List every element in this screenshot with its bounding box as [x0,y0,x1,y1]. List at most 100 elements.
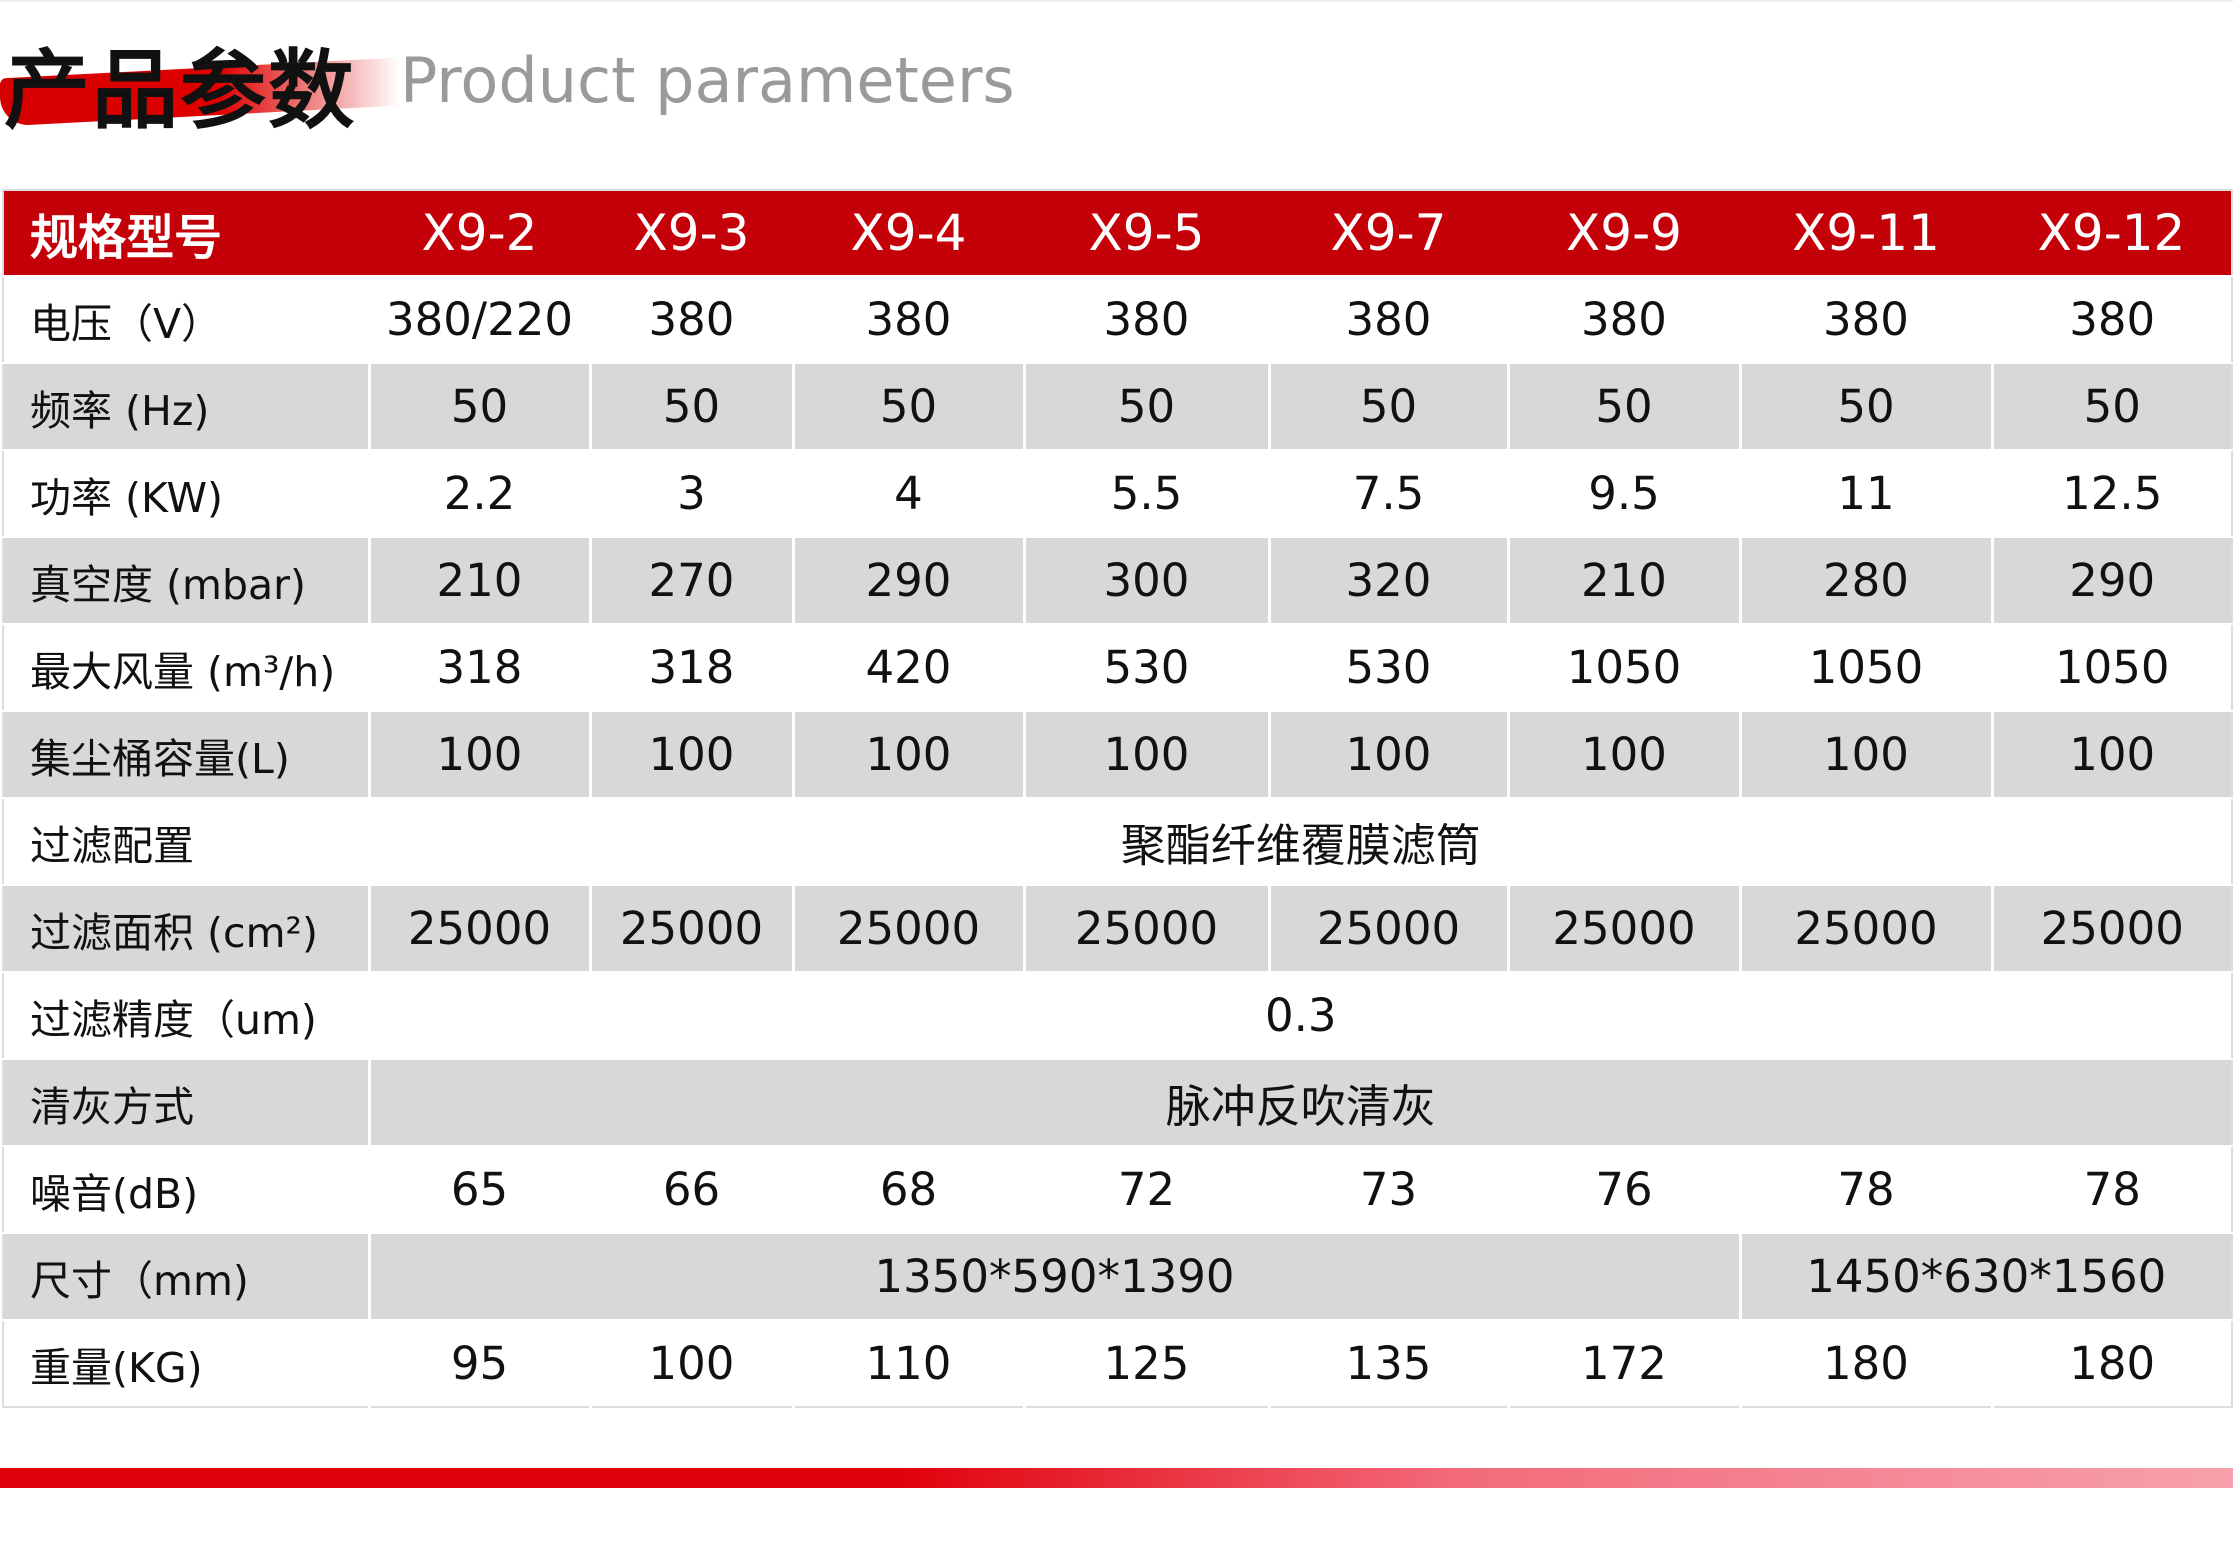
cell: 380 [588,275,793,363]
column-header: X9-5 [1024,190,1269,276]
cell: 1050 [1738,623,1992,711]
cell: 210 [1506,536,1740,624]
row-label: 功率 (KW) [3,449,369,537]
cell: 100 [791,710,1024,798]
cell: 7.5 [1267,449,1508,537]
cell: 50 [1990,362,2232,450]
cell: 180 [1738,1319,1992,1407]
cell: 318 [367,623,590,711]
cell: 25000 [367,884,590,972]
row-label: 集尘桶容量(L) [3,710,369,798]
cell: 25000 [1738,884,1992,972]
table-row: 清灰方式 脉冲反吹清灰 [3,1058,2232,1146]
cell: 380 [1506,275,1740,363]
cell: 聚酯纤维覆膜滤筒 [367,797,2232,885]
cell: 65 [367,1145,590,1233]
cell: 380 [791,275,1024,363]
cell: 50 [588,362,793,450]
header-row: 规格型号 X9-2 X9-3 X9-4 X9-5 X9-7 X9-9 X9-11 X9-12 [3,190,2232,276]
cell: 72 [1022,1145,1269,1233]
cell: 50 [367,362,590,450]
cell: 380 [1738,275,1992,363]
cell: 100 [1990,710,2232,798]
table-row: 重量(KG) 95 100 110 125 135 172 180 180 [3,1319,2232,1407]
row-label: 最大风量 (m³/h) [3,623,369,711]
row-label: 频率 (Hz) [3,362,369,450]
table-row: 噪音(dB) 65 66 68 72 73 76 78 78 [3,1145,2232,1233]
cell: 380/220 [367,275,590,363]
spec-table: 规格型号 X9-2 X9-3 X9-4 X9-5 X9-7 X9-9 X9-11 X9-12 电压… [2,189,2233,1408]
row-label: 真空度 (mbar) [3,536,369,624]
cell: 50 [791,362,1024,450]
cell: 25000 [588,884,793,972]
column-header: X9-7 [1269,190,1508,276]
cell: 530 [1267,623,1508,711]
column-header: X9-3 [590,190,793,276]
cell: 100 [1022,710,1269,798]
subtitle: Product parameters [400,44,1015,117]
row-label: 过滤配置 [3,797,369,885]
table-row: 频率 (Hz) 50 50 50 50 50 50 50 50 [3,362,2232,450]
cell: 脉冲反吹清灰 [367,1058,2232,1146]
cell: 78 [1990,1145,2232,1233]
cell: 100 [1267,710,1508,798]
cell: 100 [588,1319,793,1407]
bottom-bar [0,1468,2233,1488]
cell: 50 [1506,362,1740,450]
cell: 0.3 [367,971,2232,1059]
cell: 100 [367,710,590,798]
row-label: 电压（V） [3,275,369,363]
cell: 5.5 [1022,449,1269,537]
table-row: 真空度 (mbar) 210 270 290 300 320 210 280 290 [3,536,2232,624]
cell: 210 [367,536,590,624]
cell: 12.5 [1990,449,2232,537]
cell: 100 [1506,710,1740,798]
cell: 290 [1990,536,2232,624]
table-row: 最大风量 (m³/h) 318 318 420 530 530 1050 1050 1050 [3,623,2232,711]
cell: 380 [1990,275,2232,363]
column-header: X9-11 [1740,190,1992,276]
cell: 2.2 [367,449,590,537]
cell: 100 [1738,710,1992,798]
table-row: 过滤精度（um) 0.3 [3,971,2232,1059]
cell: 1050 [1506,623,1740,711]
table-row: 电压（V） 380/220 380 380 380 380 380 380 380 [3,275,2232,363]
top-line [0,0,2233,2]
cell: 66 [588,1145,793,1233]
cell: 25000 [791,884,1024,972]
row-label: 过滤面积 (cm²) [3,884,369,972]
table-row: 功率 (KW) 2.2 3 4 5.5 7.5 9.5 11 12.5 [3,449,2232,537]
cell: 95 [367,1319,590,1407]
cell: 300 [1022,536,1269,624]
cell: 380 [1022,275,1269,363]
title: 产品参数 [4,41,356,141]
cell: 11 [1738,449,1992,537]
cell: 73 [1267,1145,1508,1233]
cell: 125 [1022,1319,1269,1407]
cell: 135 [1267,1319,1508,1407]
cell: 420 [791,623,1024,711]
table-row: 尺寸（mm) 1350*590*1390 1450*630*1560 [3,1232,2232,1320]
table-row: 过滤配置 聚酯纤维覆膜滤筒 [3,797,2232,885]
cell: 1050 [1990,623,2232,711]
row-label: 清灰方式 [3,1058,369,1146]
column-header: X9-2 [369,190,590,276]
cell: 172 [1506,1319,1740,1407]
cell: 280 [1738,536,1992,624]
cell: 270 [588,536,793,624]
column-header: X9-12 [1992,190,2232,276]
cell: 100 [588,710,793,798]
cell: 1450*630*1560 [1738,1232,2232,1320]
column-header: X9-4 [793,190,1024,276]
table-row: 过滤面积 (cm²) 25000 25000 25000 25000 25000 25000… [3,884,2232,972]
cell: 9.5 [1506,449,1740,537]
cell: 25000 [1506,884,1740,972]
cell: 25000 [1267,884,1508,972]
cell: 25000 [1990,884,2232,972]
table-row: 集尘桶容量(L) 100 100 100 100 100 100 100 100 [3,710,2232,798]
row-label: 重量(KG) [3,1319,369,1407]
cell: 110 [791,1319,1024,1407]
cell: 3 [588,449,793,537]
cell: 320 [1267,536,1508,624]
cell: 290 [791,536,1024,624]
